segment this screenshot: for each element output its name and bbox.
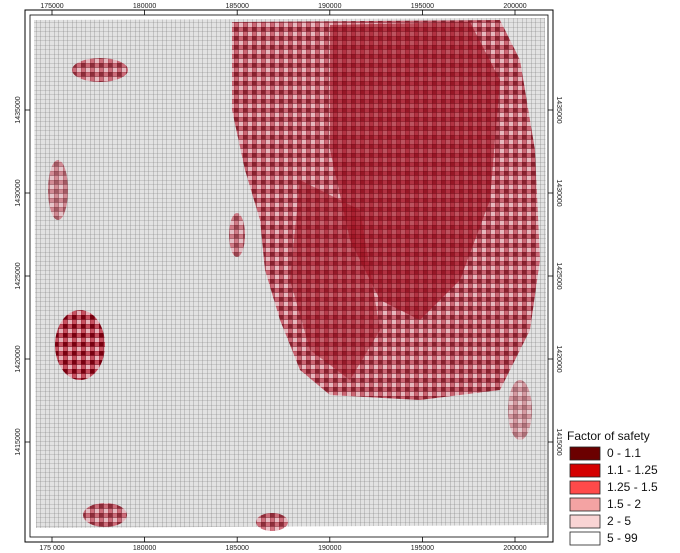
legend-swatch — [570, 498, 600, 511]
hazard-zone — [83, 503, 127, 527]
hazard-zone — [508, 380, 532, 440]
x-tick-label: 175000 — [40, 3, 63, 10]
y-tick-label: 1435000 — [555, 96, 562, 123]
hazard-zone — [229, 213, 245, 257]
legend-swatch — [570, 515, 600, 528]
x-tick-label: 190000 — [318, 545, 341, 552]
hazard-zone — [72, 58, 128, 82]
x-tick-label: 195000 — [411, 545, 434, 552]
legend-label: 5 - 99 — [607, 531, 638, 545]
y-tick-label: 1425000 — [15, 262, 22, 289]
y-tick-label: 1415000 — [555, 428, 562, 455]
x-tick-label: 185000 — [226, 545, 249, 552]
legend-swatch — [570, 532, 600, 545]
x-tick-label: 175 000 — [39, 545, 64, 552]
legend-swatch — [570, 447, 600, 460]
hazard-zone — [48, 160, 68, 220]
hazard-zone — [55, 310, 105, 380]
legend-label: 1.25 - 1.5 — [607, 480, 658, 494]
x-tick-label: 190000 — [318, 3, 341, 10]
legend-label: 1.5 - 2 — [607, 497, 641, 511]
legend-swatch — [570, 481, 600, 494]
y-tick-label: 1430000 — [555, 179, 562, 206]
legend-label: 2 - 5 — [607, 514, 631, 528]
x-tick-label: 185000 — [226, 3, 249, 10]
legend-label: 1.1 - 1.25 — [607, 463, 658, 477]
legend-label: 0 - 1.1 — [607, 446, 641, 460]
y-tick-label: 1420000 — [555, 345, 562, 372]
legend-title: Factor of safety — [567, 429, 650, 443]
y-tick-label: 1430000 — [15, 179, 22, 206]
y-tick-label: 1415000 — [15, 428, 22, 455]
x-tick-label: 195000 — [411, 3, 434, 10]
y-tick-label: 1420000 — [15, 345, 22, 372]
x-tick-label: 180000 — [133, 545, 156, 552]
y-tick-label: 1425000 — [555, 262, 562, 289]
x-tick-label: 200000 — [503, 3, 526, 10]
legend-swatch — [570, 464, 600, 477]
y-tick-label: 1435000 — [15, 96, 22, 123]
x-tick-label: 180000 — [133, 3, 156, 10]
map-page: Factor of safety 175000 175 000 180000 1800… — [0, 0, 680, 553]
hazard-zone — [256, 513, 288, 531]
x-tick-label: 200000 — [503, 545, 526, 552]
